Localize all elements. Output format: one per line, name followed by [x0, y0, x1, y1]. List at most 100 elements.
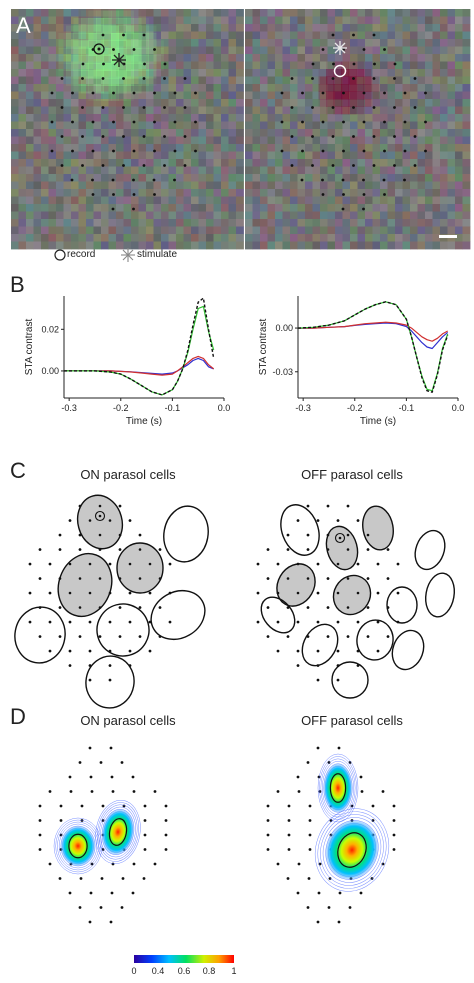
electrode-dot: [68, 649, 72, 653]
electrode-dot: [308, 848, 312, 851]
sta-time-course-right: -0.3 -0.2 -0.1 0.0 0.00 -0.03 Time (s) STA cont…: [258, 296, 465, 427]
electrode-dot: [108, 664, 112, 667]
electrode-dot: [98, 533, 102, 537]
electrode-dot: [68, 591, 72, 595]
sta-right-image: [245, 9, 471, 250]
receptive-field-ellipse: [163, 505, 209, 563]
electrode-dot: [308, 804, 312, 808]
electrode-dot: [38, 635, 42, 638]
x-tick-label: 0.0: [218, 403, 231, 413]
electrode-dot: [142, 877, 146, 880]
electrode-dot: [386, 577, 390, 580]
receptive-field-ellipse: [301, 623, 339, 667]
electrode-dot: [327, 906, 331, 909]
stimulate-marker: [333, 41, 347, 55]
electrode-dot: [164, 848, 168, 851]
electrode-dot: [287, 848, 291, 851]
panel-c-off-title: OFF parasol cells: [301, 467, 403, 482]
electrode-dot: [89, 775, 93, 779]
electrode-dot: [108, 519, 112, 522]
electrode-dot: [48, 649, 52, 653]
electrode-dot: [58, 548, 62, 551]
electrode-dot: [164, 833, 168, 837]
electrode-dot: [376, 620, 380, 624]
x-tick-label: -0.2: [347, 403, 363, 413]
electrode-dot: [148, 591, 152, 595]
stimulate-marker: [112, 53, 126, 67]
electrode-dot: [308, 833, 312, 837]
electrode-dot: [118, 504, 122, 508]
y-tick-label: -0.03: [272, 367, 293, 377]
series-line: [298, 321, 448, 342]
electrode-dot: [371, 804, 375, 808]
electrode-dot: [101, 804, 105, 808]
electrode-dot: [306, 533, 310, 537]
colorbar-tick: 0.4: [152, 966, 165, 976]
receptive-field-ellipse: [57, 552, 113, 618]
electrode-dot: [88, 620, 92, 624]
electrode-dot: [276, 562, 280, 566]
electrode-dot: [80, 804, 84, 808]
electrode-dot: [143, 804, 147, 808]
sta-left-image: [11, 9, 244, 250]
receptive-field-ellipse: [280, 504, 320, 556]
electrode-dot: [59, 819, 63, 822]
receptive-field-mosaics: [14, 494, 456, 709]
electrode-dot: [297, 790, 301, 793]
electrode-dot: [276, 591, 280, 595]
electrode-dot: [108, 562, 112, 566]
x-tick-label: -0.3: [295, 403, 311, 413]
electrode-dot: [359, 891, 363, 895]
legend-record-label: record: [67, 249, 96, 260]
record-marker: [93, 43, 105, 55]
y-axis-label: STA contrast: [24, 319, 35, 376]
electrode-dot: [78, 761, 82, 764]
electrode-dot: [316, 678, 320, 682]
electrode-dot: [266, 635, 270, 638]
electrode-dot: [121, 877, 125, 880]
electrode-dot: [28, 562, 32, 566]
electrode-dot: [58, 606, 62, 609]
electrode-dot: [128, 562, 132, 566]
electrode-dot: [88, 519, 92, 522]
electrode-dot: [338, 891, 342, 895]
electrode-dot: [48, 620, 52, 624]
y-axis-label: STA contrast: [258, 319, 269, 376]
electrode-dot: [59, 804, 63, 808]
electrode-dot: [110, 891, 114, 895]
electrode-dot: [131, 891, 135, 895]
electrode-dot: [306, 906, 310, 909]
electrode-dot: [111, 862, 115, 866]
electrode-dot: [381, 790, 385, 793]
electrode-dot: [308, 819, 312, 822]
electrode-dot: [346, 548, 350, 551]
electrode-dot: [286, 606, 290, 609]
electrode-dot: [396, 620, 400, 624]
electrode-dot: [38, 804, 42, 808]
electrode-dot: [69, 790, 73, 793]
electrode-dot: [164, 804, 168, 808]
electrode-dot: [266, 833, 270, 837]
electrode-dot: [296, 649, 300, 653]
electrode-dot: [276, 862, 280, 866]
electrode-dot: [98, 635, 102, 638]
electrode-dot: [296, 664, 300, 667]
electrode-dot: [336, 591, 340, 595]
electrode-dot: [326, 533, 330, 537]
electrode-dot: [256, 620, 260, 624]
electrode-dot: [346, 606, 350, 609]
electrode-dot: [68, 519, 72, 522]
x-tick-label: 0.0: [452, 403, 465, 413]
electrode-dot: [306, 635, 310, 638]
receptive-field-ellipse: [362, 505, 394, 551]
receptive-field-ellipse: [332, 574, 372, 616]
electrode-dot: [68, 775, 72, 779]
electrode-dot: [316, 620, 320, 624]
electrode-dot: [317, 891, 321, 895]
rf-contour-map: [317, 753, 359, 823]
electrode-dot: [287, 819, 291, 822]
receptive-field-ellipse: [85, 655, 135, 709]
electrode-dot: [276, 790, 280, 793]
electrode-dot: [327, 761, 331, 764]
electrode-dot: [98, 548, 102, 551]
